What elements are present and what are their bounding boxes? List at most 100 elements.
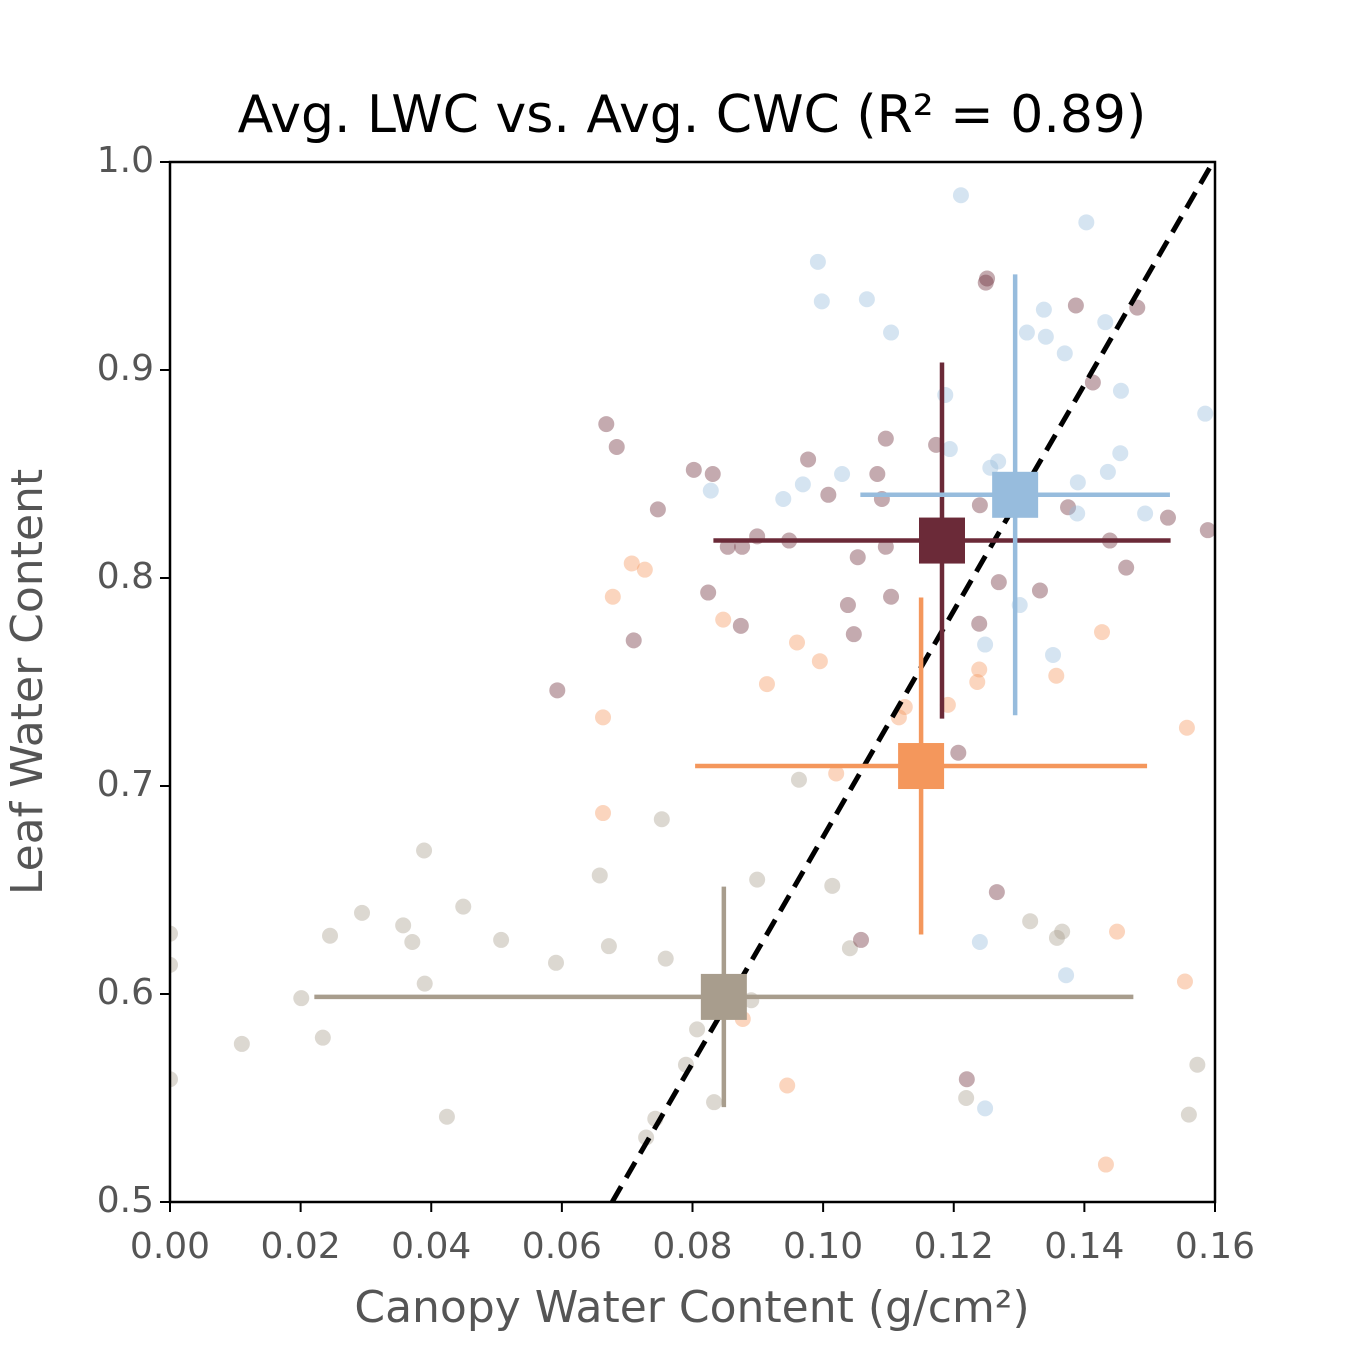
y-tick-label: 0.7 [97,764,154,805]
scatter-point [595,805,612,822]
scatter-point [845,626,862,643]
scatter-point [1048,667,1065,684]
scatter-point [233,1035,250,1052]
x-tick-label: 0.10 [783,1226,863,1267]
x-tick-label: 0.06 [522,1226,602,1267]
mean-marker [898,743,945,790]
y-axis-label: Leaf Water Content [2,469,53,895]
scatter-point [869,466,886,482]
scatter-point [828,765,845,782]
scatter-point [883,324,900,341]
scatter-point [982,459,999,476]
scatter-point [1045,646,1062,663]
scatter-point [1069,474,1086,491]
scatter-point [834,466,851,482]
scatter-point [1078,214,1095,231]
scatter-point [404,934,421,950]
scatter-point [354,904,371,921]
x-tick-label: 0.14 [1044,1226,1124,1267]
scatter-point [1022,913,1039,930]
scatter-point [416,975,433,992]
scatter-point [858,291,875,308]
scatter-point [1112,382,1129,399]
scatter-point [971,615,988,632]
scatter-point [779,1077,796,1094]
fit-line [610,162,1215,1202]
scatter-point [170,925,178,942]
scatter-point [623,555,640,572]
x-axis-label: Canopy Water Content (g/cm²) [354,1282,1029,1333]
scatter-point [1056,345,1073,362]
scatter-point [549,682,566,699]
scatter-point [937,386,954,403]
scatter-point [1137,505,1154,522]
scatter-point [625,632,642,649]
plot-area [170,162,1215,1202]
scatter-point [591,867,608,884]
scatter-point [1180,1106,1197,1123]
scatter-point [702,482,719,499]
scatter-point [749,871,766,888]
scatter-point [789,634,805,651]
scatter-point [416,842,433,859]
scatter-point [170,1071,178,1088]
scatter-point [1084,374,1101,391]
scatter-point [395,917,412,934]
scatter-point [1094,624,1111,641]
scatter-point [979,270,996,287]
scatter-point [653,811,670,828]
scatter-point [971,497,988,514]
scatter-point [853,931,870,948]
scatter-point [1199,522,1215,539]
scatter-point [824,877,841,894]
scatter-point [689,1021,706,1038]
scatter-point [715,611,732,628]
y-tick-label: 0.6 [97,972,154,1013]
scatter-point [600,938,617,955]
scatter-point [314,1029,331,1046]
scatter-point [493,931,510,948]
y-tick-label: 0.8 [97,556,154,597]
x-tick-label: 0.12 [914,1226,994,1267]
scatter-point [813,293,830,310]
scatter-point [598,416,615,433]
chart-title: Avg. LWC vs. Avg. CWC (R² = 0.89) [238,85,1147,145]
scatter-point [638,1129,655,1146]
scatter-point [649,501,666,518]
scatter-point [293,990,310,1007]
mean-marker [700,973,747,1020]
scatter-point [775,490,792,507]
scatter-point [809,253,826,270]
scatter-point [990,574,1007,591]
scatter-point [1099,463,1116,480]
scatter-point [1197,405,1214,422]
scatter-point [706,1094,723,1111]
scatter-point [1058,967,1075,984]
scatter-point [1060,499,1077,516]
scatter-point [1067,297,1084,314]
x-tick-label: 0.00 [130,1226,210,1267]
scatter-point [950,744,967,761]
scatter-point [839,597,856,614]
scatter-point [988,884,1005,901]
scatter-point [1037,328,1054,345]
scatter-point [595,709,612,726]
scatter-point [758,676,775,693]
x-tick-label: 0.16 [1175,1226,1255,1267]
mean-marker [918,517,965,564]
scatter-point [636,561,653,578]
scatter-point [977,274,994,291]
scatter-point [1035,301,1052,318]
scatter-point [1031,582,1048,599]
scatter-point [704,466,721,482]
scatter-point [1109,923,1126,940]
scatter-point [1048,929,1065,946]
scatter-point [1018,324,1035,341]
scatter-point [608,438,625,455]
scatter-point [732,617,749,634]
scatter-point [1112,445,1129,462]
scatter-point [547,954,564,971]
scatter-point [657,950,674,967]
scatter-point [1159,509,1176,526]
